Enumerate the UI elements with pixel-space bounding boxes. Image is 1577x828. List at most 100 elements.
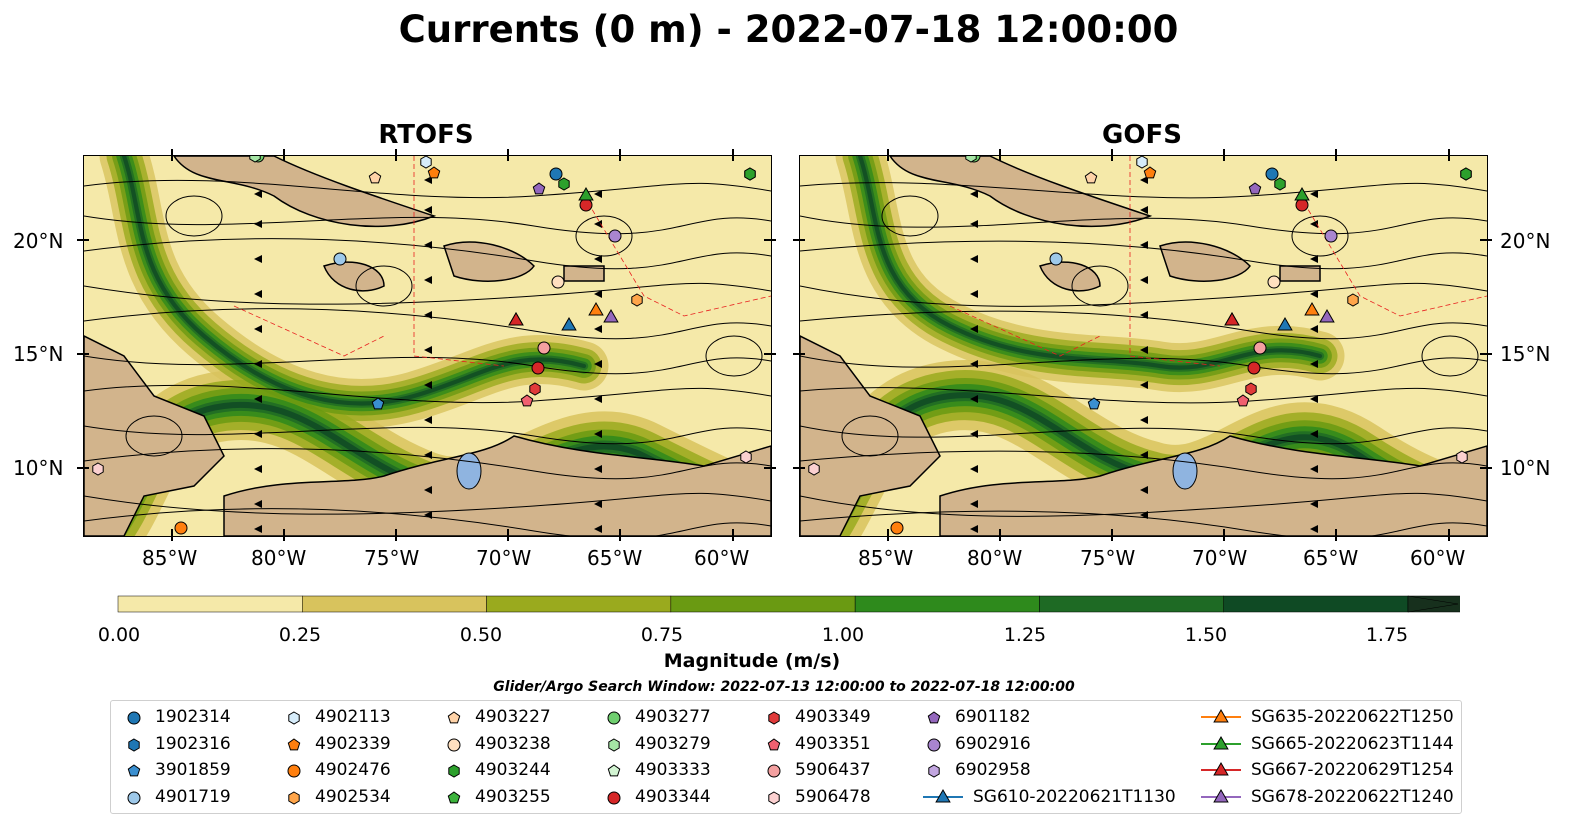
x-tick-70w-left: 70°W [476,546,532,570]
colorbar-tick: 0.75 [640,624,684,646]
legend-label: SG610-20220621T1130 [973,786,1176,807]
x-tick-60w-right: 60°W [1410,546,1466,570]
streamline [84,384,771,404]
streamline [800,215,1487,235]
platform-marker [965,156,977,163]
legend-marker [1201,788,1241,802]
platform-marker [371,397,385,410]
platform-marker [1253,341,1267,355]
glider-marker [578,186,594,201]
eddy-streamline [355,265,413,307]
platform-marker [249,156,261,163]
map-panel-gofs [799,155,1488,537]
platform-marker [1265,167,1279,181]
legend-label: 4902339 [315,733,391,754]
y-tick-20n-right: 20°N [1500,229,1551,253]
streamline [84,508,771,536]
current-band [857,156,1323,370]
platform-marker [631,293,643,307]
legend-label: 4902476 [315,760,391,780]
legend-marker [447,738,461,751]
streamline-arrow [424,176,432,184]
legend-marker [287,737,301,750]
x-tick-80w-left: 80°W [251,546,307,570]
legend-item: 4903344 [603,784,711,810]
platform-marker [1084,171,1098,184]
streamline [84,448,771,480]
platform-marker [1236,394,1250,407]
streamline [84,215,771,235]
platform-marker [1143,166,1157,179]
streamline-arrow [1310,290,1318,298]
eez-boundary [1129,156,1221,367]
legend-label: 4903277 [635,707,711,727]
eddy-streamline [841,415,899,457]
legend-marker [607,791,621,804]
legend-item: 4903333 [603,757,711,783]
current-band [121,156,587,406]
platform-marker [529,382,541,396]
streamline-arrow [1310,430,1318,438]
legend-item: 4903349 [763,704,871,730]
legend-label: 4903349 [795,707,871,727]
streamline-arrow [424,486,432,494]
colorbar-tick: 1.25 [1003,624,1047,646]
streamline-arrow [970,465,978,473]
streamline-arrow [1310,360,1318,368]
platform-marker [420,156,432,169]
legend-marker [768,711,780,725]
streamline-arrow [254,220,262,228]
legend-marker [447,790,461,803]
streamline [84,238,771,270]
legend: 1902314 1902316 3901859 4901719 4902113 49023… [110,700,1462,814]
x-tick-65w-left: 65°W [587,546,643,570]
streamline-arrow [1310,395,1318,403]
streamline-arrow [254,190,262,198]
legend-marker [448,764,460,778]
streamline-arrow [1310,255,1318,263]
eddy-streamline [165,195,223,237]
y-tick-20n-left: 20°N [13,229,64,253]
streamline-arrow [1140,346,1148,354]
streamline-arrow [1140,311,1148,319]
legend-item: 1902316 [123,731,231,757]
platform-marker [740,450,752,464]
eddy-streamline [1421,335,1479,377]
colorbar-segment [854,595,1040,613]
streamline-arrow [594,500,602,508]
streamline [84,308,771,340]
legend-marker [607,711,621,725]
legend-label: 6902958 [955,760,1031,780]
streamline [800,387,1487,404]
legend-item: 5906478 [763,784,871,810]
legend-item: 4903279 [603,731,711,757]
streamline-arrow [1140,381,1148,389]
platform-marker [1245,382,1257,396]
glider-marker [1319,308,1335,323]
colorbar-extend-arrow [1407,595,1459,613]
colorbar-tick: 0.25 [278,624,322,646]
streamline-arrow [254,500,262,508]
streamline-arrow [1140,486,1148,494]
platform-marker [537,341,551,355]
streamline-arrow [1140,416,1148,424]
colorbar-tick: 0.50 [459,624,503,646]
y-tick-15n-left: 15°N [13,342,64,366]
streamline [800,240,1487,270]
streamline-arrow [1310,190,1318,198]
platform-marker [1087,397,1101,410]
lake [1172,452,1198,490]
streamline [84,179,771,199]
streamline-arrow [970,190,978,198]
streamline-arrow [254,255,262,263]
legend-item: 4903351 [763,731,871,757]
streamline-arrow [254,525,262,533]
legend-item: SG667-20220629T1254 [1201,757,1454,783]
glider-marker [1304,301,1320,316]
streamline-arrow [594,220,602,228]
legend-label: 4903344 [635,786,711,807]
x-tick-75w-left: 75°W [364,546,420,570]
eez-boundary [1299,195,1487,317]
platform-marker [1136,156,1148,169]
colorbar-segment [117,595,303,613]
